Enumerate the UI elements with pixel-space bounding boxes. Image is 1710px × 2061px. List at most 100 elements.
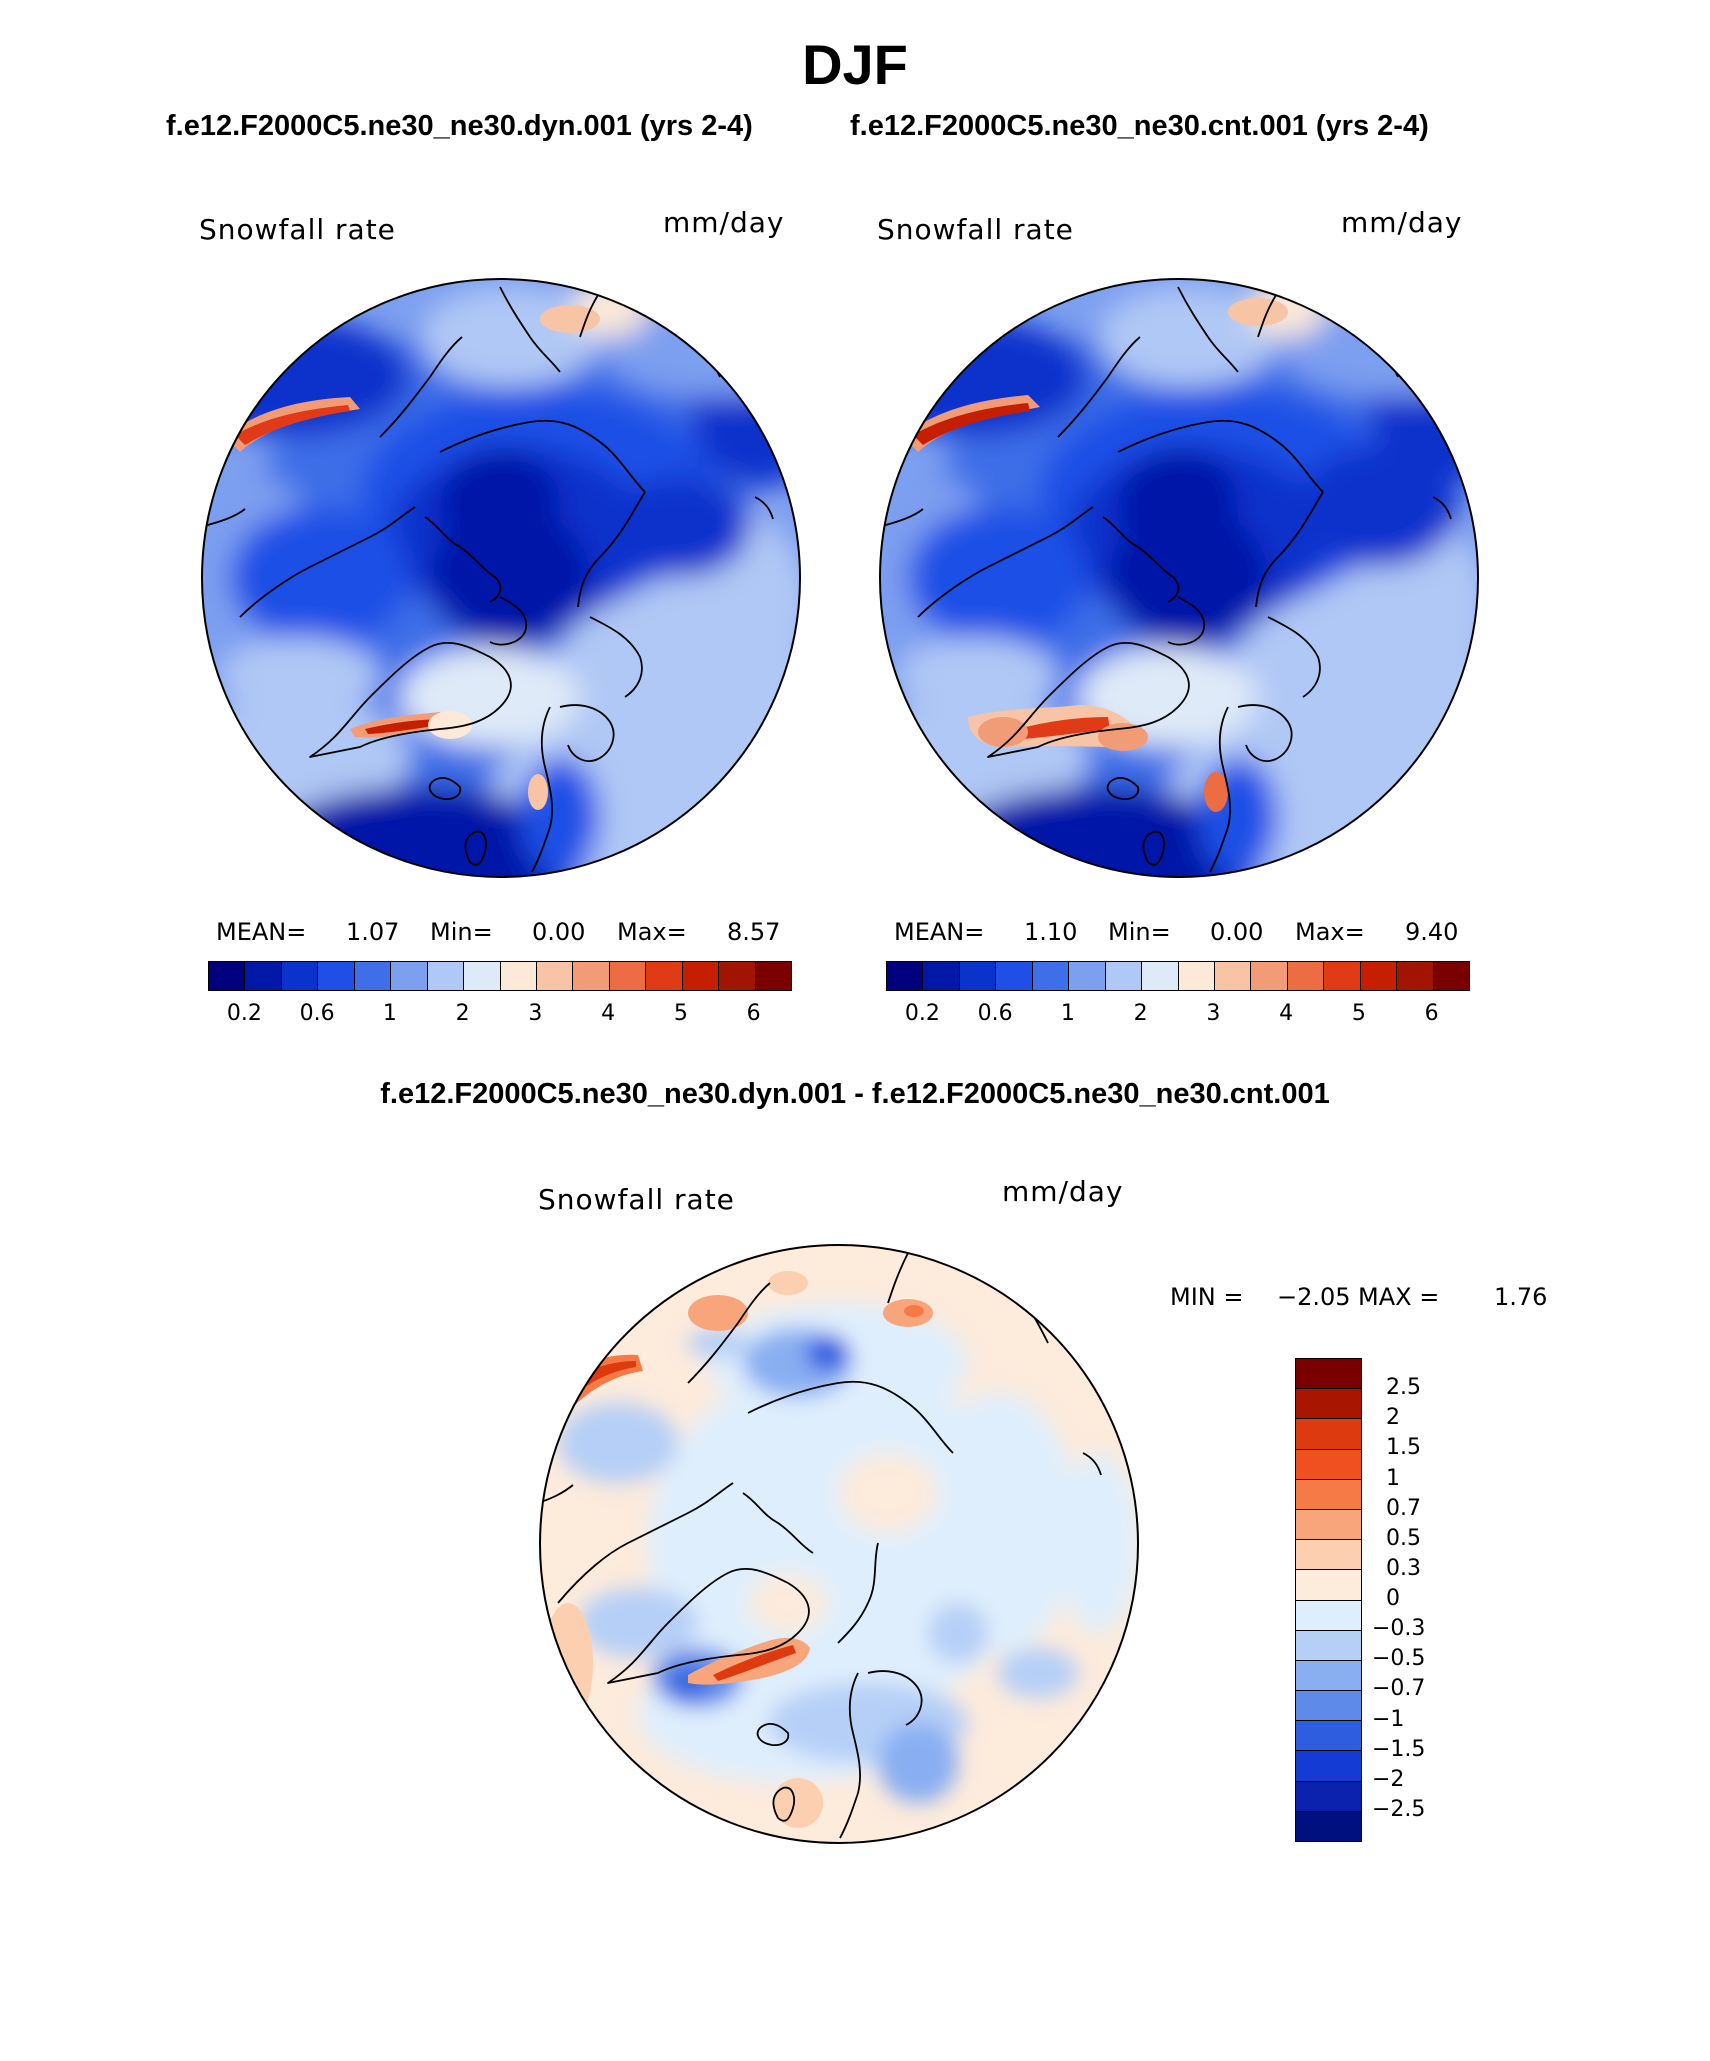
- diff-colorbar-tick-label: 0.7: [1386, 1495, 1421, 1521]
- panel2-colorbar-tick-label: 1: [1060, 1001, 1075, 1026]
- panel2-max-label: Max=: [1295, 918, 1365, 946]
- panel1-colorbar-swatch: [391, 962, 428, 990]
- panel2-colorbar-swatch: [1032, 962, 1070, 990]
- panel2-colorbar-tick-label: 0.6: [977, 1001, 1013, 1026]
- panel1-mean-label: MEAN=: [216, 918, 307, 946]
- diff-colorbar-swatch: [1296, 1509, 1361, 1541]
- panel1-colorbar-swatch: [464, 962, 501, 990]
- panel1-colorbar-swatch: [318, 962, 355, 990]
- panel2-colorbar-swatch: [1142, 962, 1179, 990]
- panel2-mean-value: 1.10: [1024, 918, 1078, 946]
- panel1-colorbar-tick-label: 3: [528, 1001, 543, 1026]
- diff-colorbar-swatch: [1296, 1630, 1361, 1661]
- diff-colorbar-tick-label: 1.5: [1386, 1435, 1421, 1461]
- panel2-colorbar-swatch: [996, 962, 1033, 990]
- diff-colorbar-tick-label: 2.5: [1386, 1375, 1421, 1401]
- panel2-variable-label: Snowfall rate: [877, 213, 1074, 246]
- panel1-variable-label: Snowfall rate: [199, 213, 396, 246]
- panel1-polar-map: [201, 278, 801, 878]
- panel1-colorbar-swatch: [609, 962, 647, 990]
- panel1-colorbar-swatch: [719, 962, 756, 990]
- difference-colorbar-ticks: 2.5 2 1.5 1 0.7 0.5 0.3 0 −0.3 −0.5 −0.7 −1 −1.5 −2 −2…: [1372, 1358, 1492, 1840]
- panel2-min-value: 0.00: [1210, 918, 1264, 946]
- panel2-colorbar-swatch: [1069, 962, 1106, 990]
- panel1-colorbar-tick-label: 5: [673, 1001, 688, 1026]
- panel2-colorbar-tick-label: 4: [1279, 1001, 1294, 1026]
- panel1-colorbar-tick-label: 0.6: [299, 1001, 335, 1026]
- diff-colorbar-swatch: [1296, 1389, 1361, 1420]
- panel2-colorbar-tick-label: 0.2: [904, 1001, 940, 1026]
- diff-colorbar-tick-label: −1.5: [1372, 1736, 1426, 1762]
- panel2-colorbar-tick-label: 5: [1351, 1001, 1366, 1026]
- diff-min-value: −2.05: [1277, 1283, 1351, 1311]
- diff-colorbar-tick-label: 0.3: [1386, 1555, 1421, 1581]
- panel1-min-value: 0.00: [532, 918, 586, 946]
- diff-colorbar-tick-label: −2: [1372, 1766, 1405, 1792]
- panel2-polar-map: [879, 278, 1479, 878]
- panel1-colorbar-tick-label: 4: [601, 1001, 616, 1026]
- diff-colorbar-swatch: [1296, 1570, 1361, 1601]
- panel2-colorbar-swatch: [1360, 962, 1398, 990]
- panel1-colorbar-swatch: [500, 962, 537, 990]
- panel1-units-label: mm/day: [663, 206, 785, 239]
- panel2-min-label: Min=: [1108, 918, 1171, 946]
- diff-min-label: MIN =: [1170, 1283, 1244, 1311]
- diff-colorbar-swatch: [1296, 1449, 1361, 1480]
- panel1-colorbar-swatch: [209, 962, 246, 990]
- panel2-max-value: 9.40: [1405, 918, 1459, 946]
- panel2-mean-label: MEAN=: [894, 918, 985, 946]
- panel1-colorbar-tick-label: 2: [455, 1001, 470, 1026]
- diff-max-label: MAX =: [1358, 1283, 1440, 1311]
- panel2-colorbar-swatch: [1214, 962, 1252, 990]
- panel1-colorbar-tick-label: 6: [746, 1001, 761, 1026]
- panel2-colorbar-swatch: [959, 962, 997, 990]
- panel2-colorbar-swatch: [1324, 962, 1361, 990]
- panel1-mean-value: 1.07: [346, 918, 400, 946]
- diff-colorbar-tick-label: −1: [1372, 1706, 1405, 1732]
- diff-colorbar-swatch: [1296, 1540, 1361, 1571]
- panel1-colorbar-swatch: [646, 962, 683, 990]
- panel1-colorbar-swatch: [354, 962, 392, 990]
- panel2-colorbar-swatch: [1105, 962, 1143, 990]
- diff-colorbar-swatch: [1296, 1479, 1361, 1510]
- diff-colorbar-tick-label: −0.3: [1372, 1616, 1426, 1642]
- panel1-colorbar-swatch: [682, 962, 720, 990]
- panel2-colorbar-swatch: [923, 962, 960, 990]
- figure-title: DJF: [802, 33, 908, 96]
- panel1-max-value: 8.57: [727, 918, 781, 946]
- panel1-colorbar-swatch: [245, 962, 282, 990]
- panel2-colorbar-ticks: 0.2 0.6 1 2 3 4 5 6: [886, 1001, 1468, 1031]
- panel1-min-label: Min=: [430, 918, 493, 946]
- diff-colorbar-tick-label: −0.7: [1372, 1676, 1426, 1702]
- diff-max-value: 1.76: [1494, 1283, 1548, 1311]
- panel2-colorbar-swatch: [1397, 962, 1434, 990]
- panel1-colorbar-ticks: 0.2 0.6 1 2 3 4 5 6: [208, 1001, 790, 1031]
- diff-colorbar-tick-label: −0.5: [1372, 1646, 1426, 1672]
- diff-colorbar-swatch: [1296, 1721, 1361, 1752]
- diff-colorbar-swatch: [1296, 1811, 1361, 1841]
- panel1-colorbar: [208, 961, 792, 991]
- case-title-right: f.e12.F2000C5.ne30_ne30.cnt.001 (yrs 2-4…: [850, 110, 1429, 142]
- panel1-colorbar-swatch: [536, 962, 574, 990]
- diff-colorbar-tick-label: 0.5: [1386, 1525, 1421, 1551]
- panel2-colorbar-tick-label: 3: [1206, 1001, 1221, 1026]
- panel2-colorbar-swatch: [1433, 962, 1469, 990]
- panel1-max-label: Max=: [617, 918, 687, 946]
- difference-polar-map: [539, 1244, 1139, 1844]
- panel2-colorbar-tick-label: 2: [1133, 1001, 1148, 1026]
- diff-colorbar-swatch: [1296, 1419, 1361, 1450]
- diff-colorbar-swatch: [1296, 1600, 1361, 1631]
- difference-title: f.e12.F2000C5.ne30_ne30.dyn.001 - f.e12.…: [380, 1078, 1330, 1110]
- panel2-units-label: mm/day: [1341, 206, 1463, 239]
- panel2-colorbar-swatch: [1178, 962, 1215, 990]
- diff-colorbar-tick-label: 1: [1386, 1465, 1400, 1491]
- difference-colorbar: [1295, 1358, 1362, 1842]
- panel1-colorbar-swatch: [755, 962, 791, 990]
- panel1-colorbar-tick-label: 0.2: [226, 1001, 262, 1026]
- diff-colorbar-swatch: [1296, 1781, 1361, 1812]
- panel1-colorbar-swatch: [281, 962, 319, 990]
- panel2-colorbar-swatch: [887, 962, 924, 990]
- diff-colorbar-tick-label: 2: [1386, 1405, 1400, 1431]
- panel1-colorbar-swatch: [573, 962, 610, 990]
- panel2-colorbar-swatch: [1287, 962, 1325, 990]
